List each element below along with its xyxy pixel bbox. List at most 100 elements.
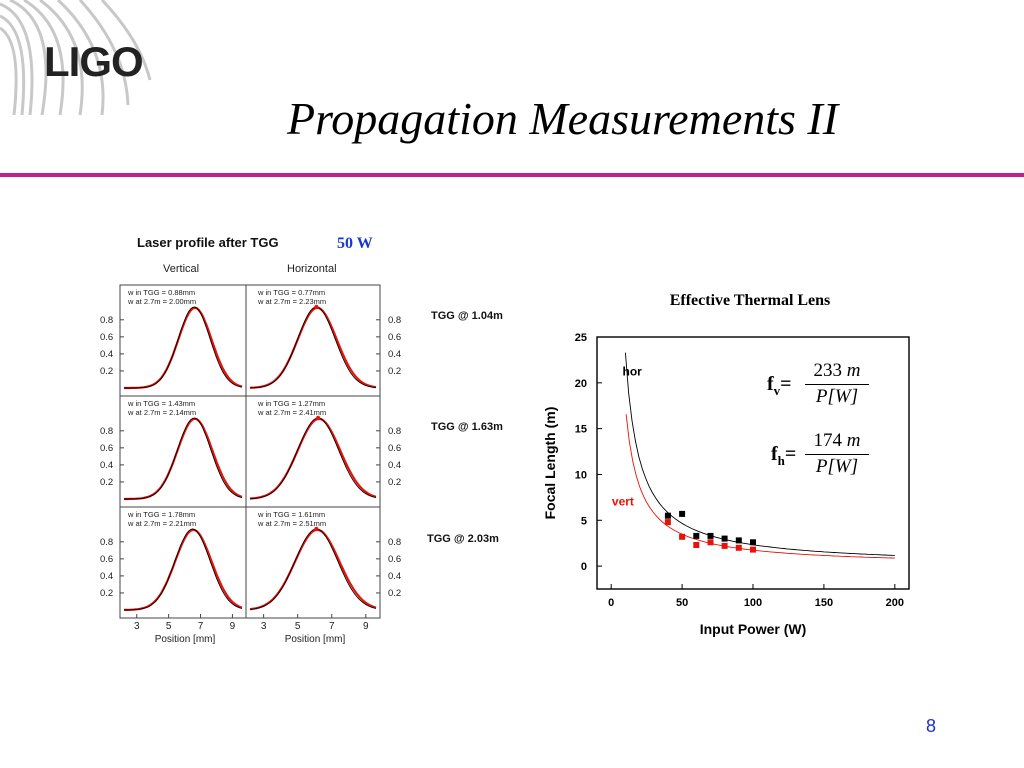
- y-tick-label: 0.6: [100, 443, 113, 454]
- y-tick-label: 0.2: [388, 477, 401, 488]
- y-tick-label: 0.6: [388, 554, 401, 565]
- beam-width-annotation: w in TGG = 1.78mm: [127, 510, 195, 519]
- thermal-lens-chart: Effective Thermal Lens 0 50 100 150 200 0 5 10 1…: [535, 280, 935, 660]
- y-tick-label: 0.2: [100, 366, 113, 377]
- beam-width-annotation: w in TGG = 1.27mm: [257, 399, 325, 408]
- x-tick-label: 200: [886, 597, 904, 609]
- laser-peak-marker: [314, 304, 319, 310]
- tgg-position-label: TGG @ 1.63m: [431, 421, 503, 433]
- laser-profile-data-curve: [124, 306, 243, 390]
- y-tick-label: 0.6: [100, 332, 113, 343]
- laser-power-label: 50 W: [337, 235, 373, 252]
- data-point-vert: [721, 542, 728, 549]
- equation-fv-lhs: fv=: [767, 373, 792, 398]
- y-tick-label: 0.2: [388, 366, 401, 377]
- x-axis-label: Position [mm]: [285, 634, 346, 645]
- x-tick-label: 50: [676, 597, 688, 609]
- y-tick-label: 0.4: [388, 460, 401, 471]
- x-tick-label: 5: [295, 621, 301, 632]
- y-tick-label: 0.2: [100, 588, 113, 599]
- series-label-hor: hor: [623, 364, 643, 378]
- beam-width-annotation: w in TGG = 1.61mm: [257, 510, 325, 519]
- data-point-vert: [679, 533, 686, 540]
- data-point-vert: [735, 544, 742, 551]
- equation-fh-fraction: 174 m P[W]: [805, 430, 869, 478]
- y-tick-label: 0: [581, 561, 587, 573]
- tgg-position-label: TGG @ 2.03m: [427, 533, 499, 545]
- laser-profile-figure: w in TGG = 0.88mm w at 2.7m = 2.00mm 0.8 0.…: [100, 228, 530, 658]
- equation-fh-lhs: fh=: [771, 443, 797, 468]
- x-tick-label: 3: [134, 621, 140, 632]
- x-tick-label: 3: [261, 621, 267, 632]
- data-point-hor: [664, 512, 671, 519]
- x-tick-label: 100: [744, 597, 762, 609]
- x-tick-label: 7: [329, 621, 335, 632]
- x-tick-label: 150: [815, 597, 833, 609]
- data-point-vert: [693, 542, 700, 548]
- page-number: 8: [925, 716, 936, 736]
- laser-profile-fit-curve: [249, 528, 377, 610]
- y-tick-label: 0.6: [388, 332, 401, 343]
- y-tick-label: 0.8: [100, 537, 113, 548]
- x-tick-label: 9: [230, 621, 236, 632]
- beam-width-annotation: w at 2.7m = 2.00mm: [127, 297, 196, 306]
- laser-profile-fit-curve: [123, 528, 243, 611]
- beam-width-annotation: w at 2.7m = 2.21mm: [127, 519, 196, 528]
- y-tick-label: 10: [575, 469, 587, 481]
- x-tick-label: 5: [166, 621, 172, 632]
- laser-peak-marker: [315, 415, 321, 421]
- x-tick-label: 9: [363, 621, 369, 632]
- laser-profile-fit-curve: [249, 417, 377, 500]
- data-point-vert: [707, 539, 714, 546]
- chart-title: Effective Thermal Lens: [669, 292, 831, 309]
- laser-profile-fit-curve: [124, 417, 243, 500]
- y-tick-label: 0.8: [388, 315, 401, 326]
- y-tick-label: 0.4: [100, 460, 113, 471]
- beam-width-annotation: w at 2.7m = 2.23mm: [257, 297, 326, 306]
- y-tick-label: 0.4: [388, 571, 401, 582]
- equation-fv-fraction: 233 m P[W]: [805, 360, 869, 408]
- y-tick-label: 20: [575, 378, 587, 390]
- laser-profile-title: Laser profile after TGG: [137, 235, 279, 250]
- laser-profile-data-curve: [249, 528, 377, 611]
- laser-plot-frame: [119, 284, 381, 619]
- y-tick-label: 15: [575, 424, 587, 436]
- data-point-hor: [707, 532, 714, 539]
- y-tick-label: 0.6: [388, 443, 401, 454]
- y-tick-label: 5: [581, 515, 587, 527]
- beam-width-annotation: w at 2.7m = 2.14mm: [127, 408, 196, 417]
- column-label-vertical: Vertical: [163, 263, 200, 275]
- y-tick-label: 0.2: [100, 477, 113, 488]
- beam-width-annotation: w in TGG = 0.88mm: [127, 288, 195, 297]
- slide-title: Propagation Measurements II: [287, 93, 839, 144]
- y-tick-label: 0.4: [100, 571, 113, 582]
- data-point-vert: [750, 546, 756, 553]
- x-axis-label: Input Power (W): [700, 621, 807, 637]
- ligo-logo-arcs: [0, 0, 152, 115]
- y-tick-label: 0.8: [388, 537, 401, 548]
- column-label-horizontal: Horizontal: [287, 263, 337, 275]
- data-point-hor: [735, 537, 742, 544]
- beam-width-annotation: w at 2.7m = 2.41mm: [257, 408, 326, 417]
- laser-profile-data-curve: [249, 417, 377, 500]
- data-point-hor: [750, 539, 756, 546]
- laser-profile-fit-curve: [250, 306, 377, 389]
- y-tick-label: 0.4: [100, 349, 113, 360]
- data-point-hor: [679, 510, 686, 517]
- data-point-vert: [664, 519, 671, 526]
- beam-width-annotation: w in TGG = 1.43mm: [127, 399, 195, 408]
- data-point-hor: [721, 535, 728, 542]
- x-axis-label: Position [mm]: [155, 634, 216, 645]
- y-tick-label: 0.8: [388, 426, 401, 437]
- laser-peak-marker: [314, 526, 319, 532]
- logo-wordmark: LIGO: [44, 38, 144, 85]
- y-tick-label: 25: [575, 332, 587, 344]
- laser-profile-data-curve: [249, 306, 377, 389]
- laser-profile-fit-curve: [124, 306, 243, 389]
- y-tick-label: 0.2: [388, 588, 401, 599]
- thermal-lens-plot: 0 50 100 150 200 0 5 10 15 20 25 Input Power (W) Foc…: [542, 332, 910, 637]
- y-tick-label: 0.8: [100, 315, 113, 326]
- series-label-vert: vert: [612, 495, 634, 509]
- y-tick-label: 0.8: [100, 426, 113, 437]
